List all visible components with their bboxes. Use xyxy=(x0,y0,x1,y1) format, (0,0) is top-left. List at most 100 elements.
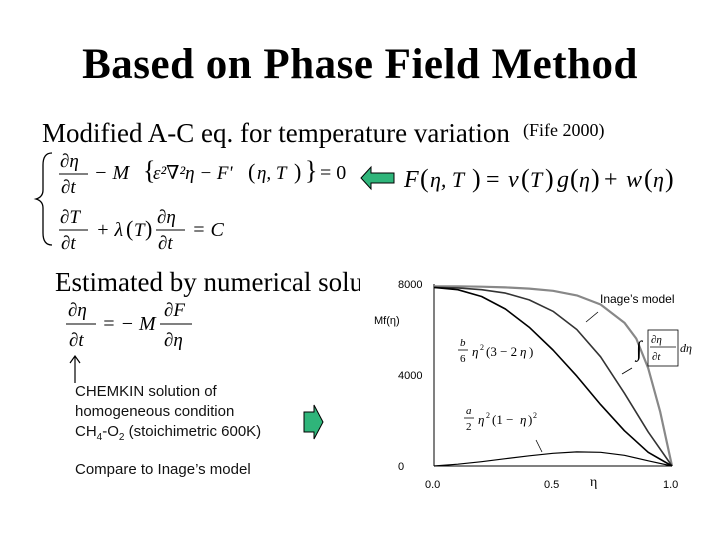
svg-text:dη: dη xyxy=(680,341,692,355)
x-tick-label: 0.5 xyxy=(544,479,559,491)
series-line-1 xyxy=(434,285,674,467)
svg-text:∂η: ∂η xyxy=(60,151,79,172)
x-axis-label: η xyxy=(590,475,597,490)
svg-text:(3 − 2: (3 − 2 xyxy=(486,344,517,359)
arrow-up-icon xyxy=(69,354,81,383)
rate-equation: ∂η ∂t = − M ∂F ∂η xyxy=(66,300,192,351)
svg-text:): ) xyxy=(294,159,301,184)
series-line-3 xyxy=(433,286,673,467)
svg-text:(: ( xyxy=(521,164,530,193)
svg-text:(: ( xyxy=(126,216,133,241)
svg-text:∂η: ∂η xyxy=(651,334,662,346)
svg-text:η: η xyxy=(478,412,484,427)
x-tick-label: 1.0 xyxy=(663,479,678,491)
svg-text:(: ( xyxy=(644,164,653,193)
svg-text:(: ( xyxy=(248,159,255,184)
svg-text:2: 2 xyxy=(486,411,490,420)
svg-text:η: η xyxy=(653,167,664,192)
svg-text:η: η xyxy=(520,344,526,359)
svg-text:+: + xyxy=(604,167,618,193)
legend-leader xyxy=(585,311,599,323)
sub-2: 2 xyxy=(118,432,125,443)
svg-text:∂η: ∂η xyxy=(164,330,183,351)
series-line-4 xyxy=(433,451,673,467)
arrow-left-icon xyxy=(360,165,395,191)
svg-text:): ) xyxy=(529,344,533,359)
subtitle-estimated: Estimated by numerical soluti xyxy=(55,267,379,297)
svg-text:2: 2 xyxy=(466,421,472,433)
svg-text:}: } xyxy=(305,156,317,185)
legend-inage: Inage’s model xyxy=(600,292,675,306)
svg-text:w: w xyxy=(626,167,642,193)
chemkin-line-1: CHEMKIN solution of xyxy=(75,383,217,400)
svg-text:η: η xyxy=(472,344,478,359)
svg-text:η, T: η, T xyxy=(430,167,466,192)
svg-text:∂η: ∂η xyxy=(157,207,176,228)
svg-text:): ) xyxy=(591,164,600,193)
chart: 8000 4000 0 0.0 0.5 1.0 Mf(η) η Inage’s mode… xyxy=(360,270,720,532)
svg-text:∂η: ∂η xyxy=(68,300,87,321)
svg-text:g: g xyxy=(557,167,569,193)
svg-text:∂t: ∂t xyxy=(652,351,661,363)
annotation-integral: ∫ ∂η ∂t dη xyxy=(634,329,692,367)
chemkin-line-3: CH4-O2 (stoichimetric 600K) xyxy=(75,422,261,448)
svg-text:= C: = C xyxy=(192,219,224,241)
equation-system: ∂η ∂t − M { ε²∇²η − F' ( η, T ) } = 0 ∂T… xyxy=(33,151,346,253)
condition: (stoichimetric 600K) xyxy=(124,423,262,440)
sub-4: 4 xyxy=(96,432,103,443)
svg-text:=: = xyxy=(486,167,500,193)
svg-text:T: T xyxy=(530,167,544,192)
svg-text:): ) xyxy=(145,216,152,241)
svg-text:): ) xyxy=(528,412,532,427)
svg-text:(: ( xyxy=(570,164,579,193)
species-o: -O xyxy=(102,423,119,440)
quartic-leader xyxy=(535,439,543,453)
svg-text:− M: − M xyxy=(94,162,130,184)
svg-text:b: b xyxy=(460,337,466,349)
slide-title: Based on Phase Field Method xyxy=(82,41,638,88)
chemkin-line-2: homogeneous condition xyxy=(75,403,235,420)
svg-text:η, T: η, T xyxy=(257,163,288,184)
subtitle-modified-ac: Modified A-C eq. for temperature variati… xyxy=(42,118,510,148)
svg-text:η: η xyxy=(579,167,590,192)
svg-text:a: a xyxy=(466,405,472,417)
svg-text:∂F: ∂F xyxy=(164,300,185,321)
svg-text:2: 2 xyxy=(480,343,484,352)
y-tick-label: 4000 xyxy=(398,370,422,382)
svg-text:): ) xyxy=(472,164,481,193)
free-energy-equation: F ( η, T ) = v ( T ) g ( η ) + w ( η ) xyxy=(403,164,674,193)
svg-text:v: v xyxy=(508,167,519,193)
svg-text:{: { xyxy=(143,156,155,185)
svg-text:(: ( xyxy=(420,164,429,193)
citation: (Fife 2000) xyxy=(523,120,605,140)
svg-text:T: T xyxy=(134,220,146,241)
svg-text:2: 2 xyxy=(533,411,537,420)
svg-text:∂T: ∂T xyxy=(60,207,81,228)
svg-text:): ) xyxy=(545,164,554,193)
svg-text:ε²∇²η − F': ε²∇²η − F' xyxy=(153,163,233,184)
svg-text:∂t: ∂t xyxy=(61,233,76,253)
svg-text:= − M: = − M xyxy=(102,313,157,335)
y-axis-label: Mf(η) xyxy=(374,315,400,327)
y-tick-label: 0 xyxy=(398,461,404,473)
y-tick-label: 8000 xyxy=(398,279,422,291)
svg-text:∂t: ∂t xyxy=(158,233,173,253)
svg-text:= 0: = 0 xyxy=(320,162,346,184)
svg-text:(1 −: (1 − xyxy=(492,412,513,427)
svg-text:F: F xyxy=(403,167,419,193)
svg-text:∂t: ∂t xyxy=(69,330,84,351)
chart-background xyxy=(360,270,720,532)
series-line-2 xyxy=(433,286,673,467)
svg-text:+ λ: + λ xyxy=(96,219,123,241)
svg-text:∂t: ∂t xyxy=(61,177,76,198)
svg-text:∫: ∫ xyxy=(634,336,644,362)
svg-text:): ) xyxy=(665,164,674,193)
integral-leader xyxy=(621,367,633,375)
arrow-right-icon xyxy=(303,404,324,440)
svg-text:η: η xyxy=(520,412,526,427)
annotation-cubic: b 6 η 2 (3 − 2 η ) xyxy=(458,337,533,365)
x-tick-label: 0.0 xyxy=(425,479,440,491)
chemkin-note: CHEMKIN solution of homogeneous conditio… xyxy=(75,382,261,448)
species-ch: CH xyxy=(75,423,97,440)
annotation-quartic: a 2 η 2 (1 − η ) 2 xyxy=(464,405,537,433)
